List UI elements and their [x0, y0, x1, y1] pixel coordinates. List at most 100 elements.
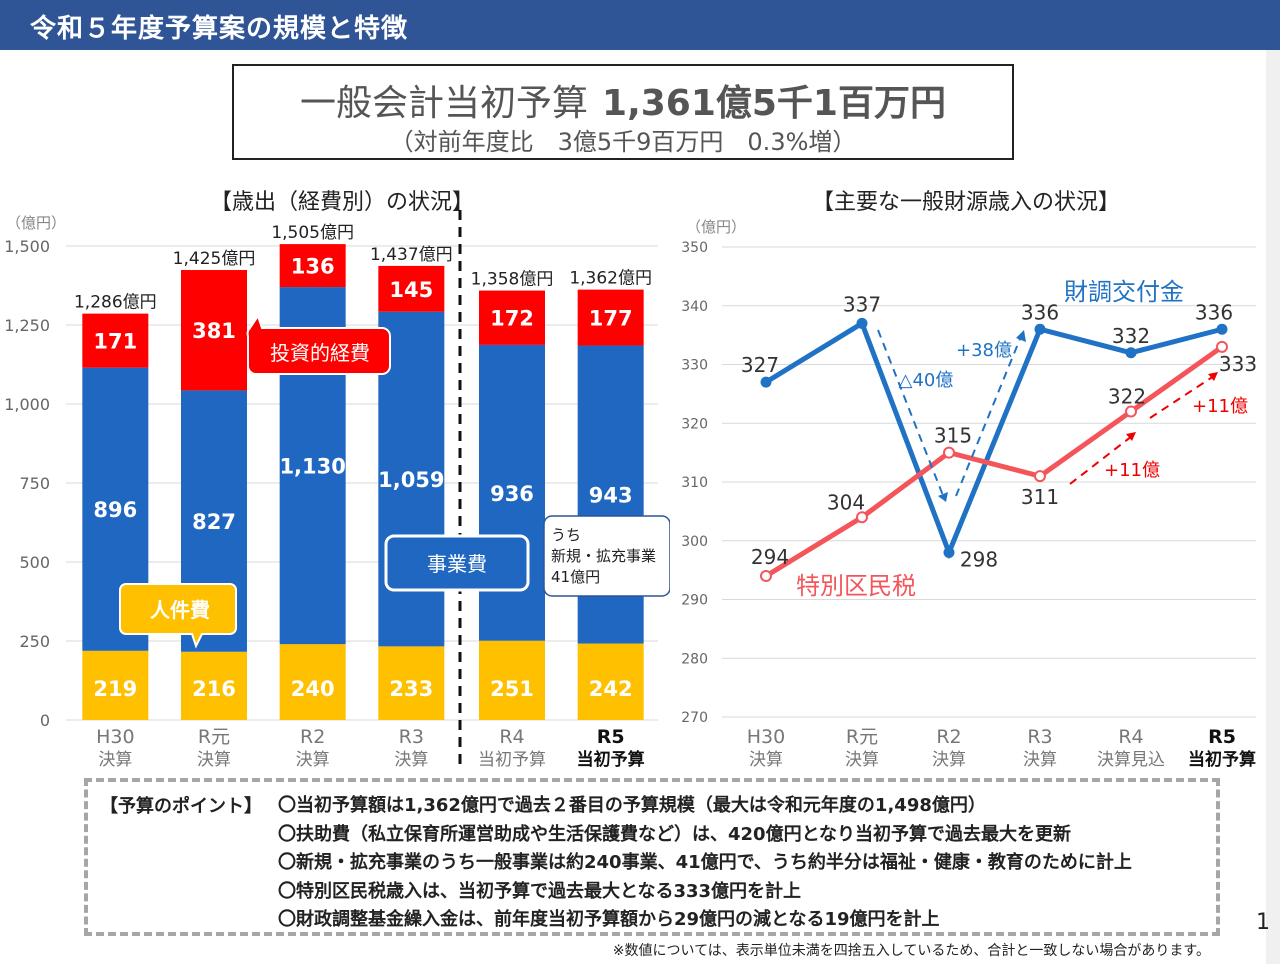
- bar-segment: [479, 290, 545, 345]
- bar-value-label: 381: [192, 319, 236, 343]
- x-tick-label: 決算見込: [1097, 750, 1165, 770]
- budget-amount: 1,361億5千1百万円: [602, 83, 946, 124]
- rise-arrow: [955, 333, 1023, 497]
- line-chart: （億円）270280290300310320330340350H30決算R元決算…: [681, 218, 1257, 770]
- new-projects-callout-label: うち: [551, 526, 581, 544]
- y-tick-label: 310: [681, 475, 708, 491]
- budget-label: 一般会計当初予算: [300, 83, 589, 124]
- x-tick-label: 当初予算: [1188, 749, 1256, 770]
- x-tick-label: R4: [1118, 726, 1143, 748]
- bar-segment: [82, 313, 149, 368]
- points-label: 【予算のポイント】: [100, 796, 262, 817]
- bar-total-label: 1,425億円: [173, 249, 256, 269]
- zaicho-point: [856, 317, 868, 329]
- bar-segment: [378, 265, 445, 312]
- bar-value-label: 251: [490, 677, 534, 701]
- y-tick-label: 500: [19, 553, 50, 572]
- zaicho-line: [764, 319, 1223, 560]
- y-tick-label: 0: [40, 711, 50, 730]
- x-tick-label: 当初予算: [577, 749, 645, 770]
- y-tick-label: 1,000: [4, 395, 50, 414]
- bar-unit-label: （億円）: [6, 214, 66, 232]
- kuminzei-value-label: 333: [1219, 352, 1257, 376]
- x-tick-label: 決算: [845, 750, 879, 770]
- plus11-arrowhead-b: [1208, 372, 1218, 381]
- bar-segment: [181, 651, 247, 720]
- kuminzei-series-label: 特別区民税: [796, 572, 916, 600]
- y-tick-label: 290: [681, 593, 708, 609]
- bar-segment: [577, 643, 644, 720]
- zaicho-series-label: 財調交付金: [1064, 278, 1184, 306]
- right-edge: [1266, 50, 1280, 964]
- point-item: 〇当初予算額は1,362億円で過去２番目の予算規模（最大は令和元年度の1,498…: [278, 795, 986, 816]
- kuminzei-point: [1034, 470, 1046, 483]
- bar-value-label: 827: [192, 510, 236, 534]
- bar-total-label: 1,358億円: [471, 270, 554, 290]
- zaicho-value-label: 336: [1195, 300, 1233, 324]
- x-tick-label: 決算: [197, 750, 231, 770]
- bar-segment: [378, 646, 445, 720]
- zaicho-value-label: 298: [960, 548, 998, 572]
- page-number: 1: [1256, 910, 1270, 935]
- kuminzei-point: [1125, 405, 1137, 418]
- budget-headline-box: 一般会計当初予算 1,361億5千1百万円 （対前年度比 3億5千9百万円 0.3…: [232, 64, 1014, 160]
- bar-value-label: 219: [93, 677, 137, 701]
- rise-arrowhead: [1016, 330, 1026, 342]
- bar-value-label: 145: [389, 278, 433, 302]
- y-tick-label: 280: [681, 651, 708, 667]
- new-projects-callout-label: 41億円: [551, 568, 600, 586]
- y-tick-label: 250: [19, 632, 50, 651]
- new-projects-callout: [543, 515, 670, 597]
- bar-segment: [279, 244, 346, 288]
- bar-total-label: 1,505億円: [271, 223, 354, 243]
- zaicho-point: [1034, 323, 1046, 335]
- y-tick-label: 330: [681, 358, 708, 374]
- y-tick-label: 1,500: [4, 237, 50, 256]
- page-title: 令和５年度予算案の規模と特徴: [30, 14, 409, 44]
- x-tick-label: R4: [499, 726, 524, 748]
- bar-value-label: 936: [490, 482, 534, 506]
- drop-arrowhead: [938, 492, 948, 502]
- x-tick-label: 決算: [932, 750, 966, 770]
- bar-segment: [479, 640, 545, 720]
- zaicho-value-label: 337: [843, 292, 881, 316]
- y-tick-label: 320: [681, 416, 708, 432]
- zaicho-point: [1125, 347, 1137, 359]
- y-tick-label: 350: [681, 240, 708, 256]
- x-tick-label: R元: [198, 726, 230, 748]
- drop-arrow: [877, 329, 945, 499]
- bar-value-label: 136: [291, 255, 335, 279]
- kuminzei-value-label: 294: [751, 545, 789, 569]
- bar-chart: （億円） 0 250 500 750 1,000 1,250 1,500 219 896 171 1,…: [4, 210, 670, 770]
- kuminzei-line: [764, 344, 1224, 579]
- kuminzei-point: [943, 446, 955, 459]
- x-tick-label: 当初予算: [478, 750, 546, 770]
- rise-annotation: +38億: [956, 340, 1012, 361]
- zaicho-point: [943, 547, 955, 558]
- point-item: 〇特別区民税歳入は、当初予算で過去最大となる333億円を計上: [278, 880, 802, 902]
- budget-points-box: 【予算のポイント】 〇当初予算額は1,362億円で過去２番目の予算規模（最大は令…: [84, 778, 1220, 936]
- x-tick-label: R3: [399, 726, 424, 748]
- bar-total-label: 1,437億円: [370, 245, 453, 265]
- bar-value-label: 171: [93, 330, 137, 354]
- footnote: ※数値については、表示単位未満を四捨五入しているため、合計と一致しない場合があり…: [612, 943, 1210, 959]
- x-tick-label: R2: [300, 726, 325, 748]
- bar-value-label: 242: [589, 677, 633, 701]
- kuminzei-value-label: 311: [1021, 485, 1059, 509]
- drop-annotation: △40億: [899, 370, 954, 391]
- kuminzei-value-label: 304: [827, 490, 865, 514]
- x-tick-label: 決算: [98, 750, 132, 770]
- plus11-annotation-a: +11億: [1104, 460, 1160, 481]
- personnel-callout-label: 人件費: [150, 598, 210, 622]
- plus11-annotation-b: +11億: [1192, 396, 1248, 417]
- bar-total-label: 1,286億円: [74, 293, 157, 313]
- x-tick-label: R元: [846, 726, 878, 748]
- business-callout-label: 事業費: [427, 552, 487, 576]
- bar-value-label: 943: [589, 484, 633, 508]
- zaicho-value-label: 336: [1021, 300, 1059, 324]
- point-item: 〇財政調整基金繰入金は、前年度当初予算額から29億円の減となる19億円を計上: [278, 909, 940, 930]
- y-tick-label: 750: [19, 474, 50, 493]
- zaicho-value-label: 327: [741, 353, 779, 377]
- bar-segment: [577, 289, 644, 346]
- plus11-arrow-b: [1149, 375, 1215, 419]
